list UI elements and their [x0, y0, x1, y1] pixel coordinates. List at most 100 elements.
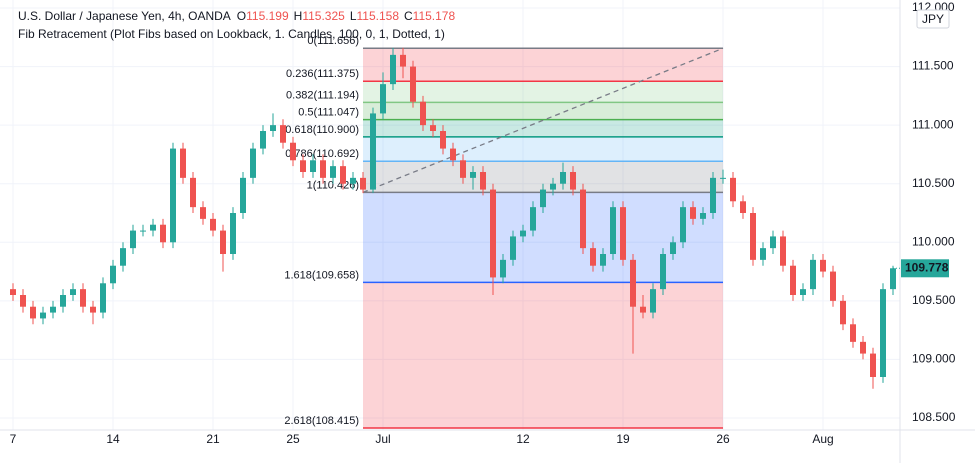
x-tick-label: 19 [616, 432, 630, 446]
candle-body [750, 213, 756, 260]
candle-body [210, 218, 216, 231]
fib-zone [363, 81, 723, 103]
candle-body [800, 289, 806, 295]
candle-body [480, 172, 486, 190]
ohlc-value: 115.325 [302, 9, 345, 23]
fib-zone [363, 48, 723, 82]
candle-body [710, 177, 716, 213]
candle-body [660, 254, 666, 290]
candle-body [390, 54, 396, 85]
candle-body [610, 207, 616, 254]
candle-body [20, 295, 26, 307]
candle-body [780, 236, 786, 266]
candle-body [220, 230, 226, 254]
candle-body [150, 224, 156, 231]
y-tick-label: 111.000 [912, 117, 954, 131]
symbol: U.S. Dollar / Japanese Yen, 4h, OANDA [18, 9, 231, 23]
candle-body [90, 306, 96, 313]
candle-body [330, 166, 336, 178]
x-tick-label: 7 [10, 432, 17, 446]
y-tick-label: 108.500 [912, 410, 956, 424]
candle-body [380, 84, 386, 114]
candle-body [650, 289, 656, 313]
last-price-tag [901, 259, 949, 278]
candle-body [290, 142, 296, 161]
candle-body [80, 289, 86, 307]
candle-body [110, 265, 116, 284]
candle-body [850, 324, 856, 342]
candle-body [740, 201, 746, 213]
x-tick-label: 14 [106, 432, 120, 446]
fib-trend-line [362, 47, 724, 193]
candle-body [730, 177, 736, 202]
currency: JPY [922, 12, 944, 26]
candle-body [860, 341, 866, 354]
candle-body [310, 160, 316, 172]
candle-body [230, 213, 236, 254]
candle-body [140, 230, 146, 232]
candle-body [790, 265, 796, 295]
fib-zone [363, 119, 723, 137]
fib-label: 0.5(111.047) [298, 107, 359, 119]
candle-body [520, 230, 526, 237]
candle-body [50, 306, 56, 313]
candle-body [360, 177, 366, 190]
candle-body [680, 207, 686, 243]
ohlc-value: 115.199 [246, 9, 289, 23]
candle-body [670, 242, 676, 254]
candle-body [510, 236, 516, 260]
candle-body [450, 148, 456, 161]
candle-body [820, 259, 826, 272]
candle-body [260, 131, 266, 149]
x-tick-label: Jul [375, 432, 390, 446]
header-line: U.S. Dollar / Japanese Yen, 4h, OANDA O11… [18, 9, 455, 23]
candle-body [160, 224, 166, 243]
candle-body [640, 306, 646, 313]
candle-body [490, 189, 496, 278]
candle-body [440, 131, 446, 149]
fib-zone [363, 136, 723, 162]
ohlc-value: 115.158 [357, 9, 400, 23]
fib-zone [363, 102, 723, 120]
candle-body [100, 283, 106, 313]
candle-body [840, 300, 846, 325]
candle-body [130, 230, 136, 249]
y-tick-label: 109.500 [912, 293, 956, 307]
x-tick-label: 12 [516, 432, 530, 446]
ohlc-label: O [237, 9, 246, 23]
candle-body [40, 312, 46, 319]
ohlc-value: 115.178 [413, 9, 456, 23]
candle-body [590, 248, 596, 266]
candle-body [300, 160, 306, 172]
candle-body [700, 213, 706, 219]
y-tick-label: 111.500 [912, 59, 954, 73]
candle-body [470, 172, 476, 178]
candle-body [240, 177, 246, 213]
currency-box[interactable] [916, 9, 950, 29]
candle-body [120, 248, 126, 266]
candle-body [570, 172, 576, 190]
candle-body [430, 125, 436, 131]
candle-body [560, 172, 566, 184]
fib-label: 0.786(110.692) [285, 148, 359, 160]
x-tick-label: 26 [716, 432, 730, 446]
x-tick-label: 21 [206, 432, 220, 446]
candle-body [630, 259, 636, 307]
y-tick-label: 109.000 [912, 352, 956, 366]
candle-body [320, 160, 326, 178]
last-price: 109.778 [905, 260, 949, 274]
candle-body [270, 125, 276, 131]
candle-body [410, 66, 416, 102]
candle-body [30, 306, 36, 319]
candle-body [280, 125, 286, 143]
header: U.S. Dollar / Japanese Yen, 4h, OANDA O11… [18, 9, 455, 41]
x-tick-label: 25 [286, 432, 300, 446]
y-tick-label: 110.000 [912, 234, 955, 248]
candle-body [180, 148, 186, 178]
candle-body [600, 254, 606, 266]
fib-label: 1.618(109.658) [284, 269, 359, 281]
fib-label: 0.236(111.375) [286, 68, 359, 80]
fib-label: 2.618(108.415) [284, 415, 359, 427]
ohlc-label: H [294, 9, 303, 23]
candles [10, 47, 896, 389]
